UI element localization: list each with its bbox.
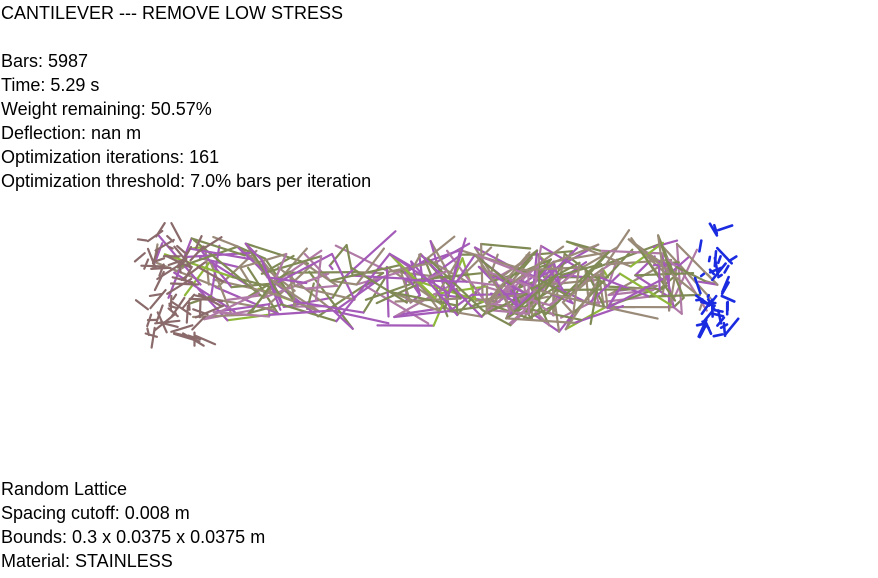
loaded-end-bar bbox=[697, 324, 702, 325]
lattice-type: Random Lattice bbox=[1, 477, 127, 501]
bars-count: Bars: 5987 bbox=[1, 49, 88, 73]
lattice-bar bbox=[481, 244, 530, 249]
loaded-end-bar bbox=[718, 226, 732, 231]
fixed-end-bar bbox=[136, 300, 148, 309]
lattice-bar bbox=[419, 255, 422, 282]
loaded-end-bar bbox=[709, 257, 710, 261]
elapsed-time: Time: 5.29 s bbox=[1, 73, 99, 97]
loaded-end-bar bbox=[708, 295, 709, 297]
lattice-bar bbox=[487, 286, 488, 313]
lattice-bar bbox=[481, 244, 483, 302]
fixed-end-bar bbox=[169, 304, 170, 306]
loaded-end-bar bbox=[714, 334, 723, 336]
loaded-end-bar bbox=[696, 299, 702, 300]
lattice-bar bbox=[330, 266, 333, 269]
simulation-title: CANTILEVER --- REMOVE LOW STRESS bbox=[1, 1, 343, 25]
fixed-end-bar bbox=[141, 266, 164, 267]
loaded-end-bar bbox=[703, 311, 712, 322]
fixed-end-bar bbox=[171, 223, 181, 241]
fixed-end-bar bbox=[171, 296, 172, 310]
fixed-end-bar bbox=[171, 284, 198, 285]
fixed-end-bar bbox=[151, 268, 170, 269]
loaded-end-bar bbox=[718, 256, 720, 263]
fixed-end-bar bbox=[138, 239, 147, 240]
spacing-cutoff: Spacing cutoff: 0.008 m bbox=[1, 501, 190, 525]
deflection: Deflection: nan m bbox=[1, 121, 141, 145]
fixed-end-bar bbox=[192, 316, 205, 329]
lattice-bar bbox=[528, 271, 529, 314]
weight-remaining: Weight remaining: 50.57% bbox=[1, 97, 212, 121]
material: Material: STAINLESS bbox=[1, 549, 173, 573]
loaded-end-bar bbox=[699, 241, 701, 252]
optimization-iterations: Optimization iterations: 161 bbox=[1, 145, 219, 169]
loaded-end-bar bbox=[701, 274, 704, 276]
fixed-end-bar bbox=[147, 329, 149, 335]
loaded-end-bar bbox=[715, 251, 716, 266]
fixed-end-bar bbox=[189, 303, 190, 310]
fixed-end-bar bbox=[144, 260, 148, 269]
fixed-end-bar bbox=[187, 306, 188, 323]
lattice-bar bbox=[659, 262, 660, 289]
loaded-end-bar bbox=[725, 319, 738, 335]
fixed-end-bar bbox=[167, 236, 173, 241]
lattice-bar bbox=[213, 237, 238, 247]
fixed-end-bar bbox=[135, 253, 145, 261]
fixed-end-bar bbox=[146, 334, 157, 337]
lattice-bar bbox=[305, 286, 337, 289]
loaded-end-bar bbox=[725, 266, 729, 273]
optimization-threshold: Optimization threshold: 7.0% bars per it… bbox=[1, 169, 371, 193]
loaded-end-bar bbox=[721, 325, 727, 328]
fixed-end-bar bbox=[173, 295, 176, 300]
bounds: Bounds: 0.3 x 0.0375 x 0.0375 m bbox=[1, 525, 265, 549]
